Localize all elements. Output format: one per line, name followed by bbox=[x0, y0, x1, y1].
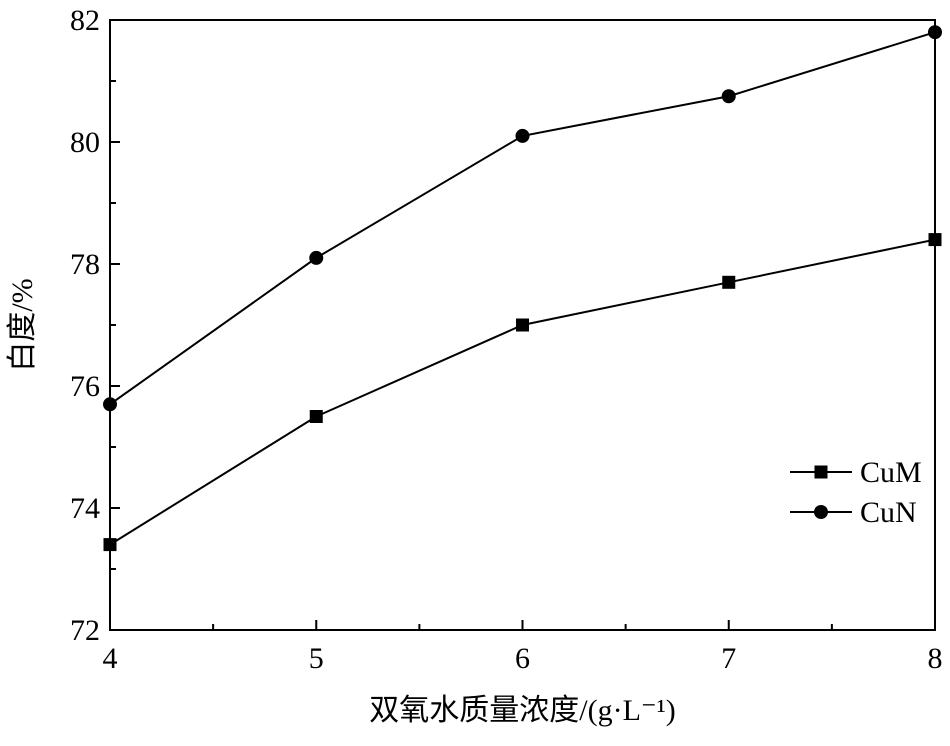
data-point-cun bbox=[928, 25, 942, 40]
series-cum bbox=[103, 233, 942, 552]
legend-item-cum: CuM bbox=[790, 456, 922, 489]
legend-label-cum: CuM bbox=[860, 456, 922, 489]
y-tick-label: 74 bbox=[70, 492, 100, 525]
legend-marker-cum bbox=[814, 465, 828, 479]
series-line-cun bbox=[109, 31, 936, 406]
legend-marker-cun bbox=[814, 505, 828, 519]
y-axis-title: 白度/% bbox=[6, 278, 39, 371]
y-tick-label: 72 bbox=[70, 614, 100, 647]
x-tick-label: 4 bbox=[103, 642, 118, 675]
data-point-cun bbox=[721, 89, 736, 104]
y-tick-label: 82 bbox=[70, 4, 100, 37]
data-point-cum bbox=[103, 538, 117, 552]
y-tick-label: 80 bbox=[70, 126, 100, 159]
data-point-cun bbox=[103, 397, 117, 412]
legend: CuM CuN bbox=[790, 456, 922, 529]
data-point-cun bbox=[515, 128, 530, 143]
x-tick-label: 5 bbox=[309, 642, 324, 675]
legend-label-cun: CuN bbox=[860, 496, 917, 529]
x-axis-title: 双氧水质量浓度/(g·L⁻¹) bbox=[369, 694, 675, 727]
x-tick-label: 6 bbox=[515, 642, 530, 675]
data-point-cum bbox=[516, 318, 529, 332]
x-tick-label: 8 bbox=[928, 642, 943, 675]
y-tick-label: 76 bbox=[70, 370, 100, 403]
series-line-cum bbox=[109, 238, 936, 546]
data-point-cum bbox=[722, 275, 736, 289]
y-tick-label: 78 bbox=[70, 248, 100, 281]
series-cun bbox=[103, 25, 942, 412]
data-point-cum bbox=[928, 233, 942, 247]
x-tick-label: 7 bbox=[721, 642, 736, 675]
series-layer bbox=[103, 25, 942, 552]
data-point-cun bbox=[309, 250, 324, 265]
data-point-cum bbox=[309, 410, 323, 423]
legend-item-cun: CuN bbox=[790, 496, 917, 529]
